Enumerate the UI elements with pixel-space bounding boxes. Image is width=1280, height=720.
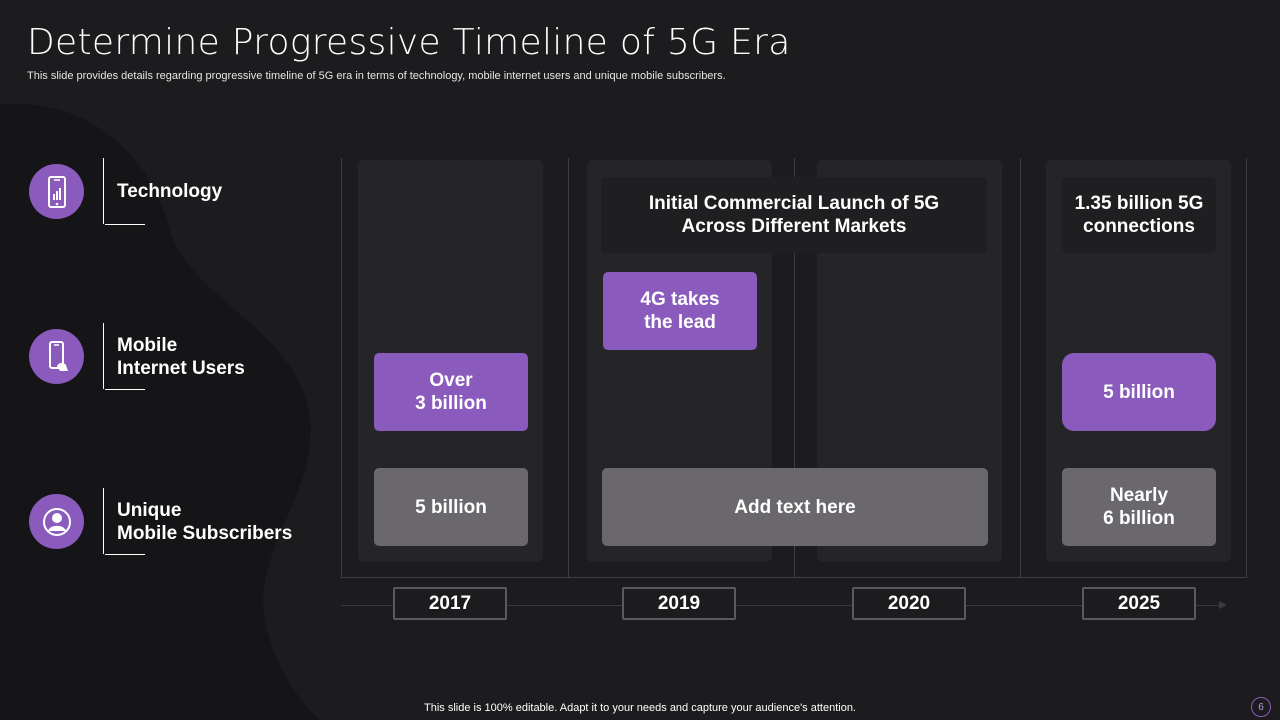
card-text-line: 4G takes: [640, 289, 720, 310]
grid-line: [1246, 158, 1247, 578]
card-text-line: 1.35 billion 5G: [1074, 193, 1204, 214]
arrow-right-icon: [1219, 601, 1227, 609]
row-label-mobile-internet-users: Mobile Internet Users: [117, 334, 245, 380]
year-label-2019: 2019: [622, 587, 736, 620]
year-label-2025: 2025: [1082, 587, 1196, 620]
row-underline: [105, 224, 145, 225]
row-technology: Technology: [28, 158, 328, 238]
card-text-line: Over: [429, 370, 473, 391]
card-subs-2025: Nearly 6 billion: [1062, 468, 1216, 546]
row-divider: [103, 488, 104, 554]
row-label-unique-mobile-subscribers: Unique Mobile Subscribers: [117, 499, 292, 545]
card-text-line: 5 billion: [415, 496, 487, 518]
card-subs-2017: 5 billion: [374, 468, 528, 546]
row-label-line: Mobile: [117, 335, 178, 356]
row-divider: [103, 158, 104, 224]
card-users-2025: 5 billion: [1062, 353, 1216, 431]
footer-note: This slide is 100% editable. Adapt it to…: [424, 702, 856, 714]
card-tech-2025: 1.35 billion 5G connections: [1062, 177, 1216, 253]
card-subs-2019: Add text here: [602, 468, 988, 546]
row-label-line: Unique: [117, 500, 182, 521]
timeline-arrow: [341, 605, 1221, 606]
card-text-line: Nearly: [1109, 485, 1169, 506]
grid-line: [794, 158, 795, 578]
grid-line: [341, 158, 342, 578]
row-label-line: Mobile Subscribers: [117, 523, 293, 544]
grid-line: [568, 158, 569, 578]
mobile-signal-icon: [29, 164, 84, 219]
card-text-line: 6 billion: [1103, 508, 1175, 529]
page-title: Determine Progressive Timeline of 5G Era: [27, 22, 791, 63]
card-users-2017: Over 3 billion: [374, 353, 528, 431]
row-divider: [103, 323, 104, 389]
year-label-2020: 2020: [852, 587, 966, 620]
card-text-line: Add text here: [734, 496, 856, 518]
card-tech-2019: Initial Commercial Launch of 5G Across D…: [601, 177, 987, 253]
row-unique-mobile-subscribers: Unique Mobile Subscribers: [28, 488, 328, 568]
card-text-line: Initial Commercial Launch of 5G: [648, 193, 940, 214]
user-icon: [29, 494, 84, 549]
page-subtitle: This slide provides details regarding pr…: [27, 70, 726, 82]
row-label-technology: Technology: [117, 181, 223, 202]
card-users-2019: 4G takes the lead: [603, 272, 757, 350]
row-underline: [105, 389, 145, 390]
page-number: 6: [1251, 697, 1271, 717]
mobile-hand-icon: [29, 329, 84, 384]
card-text-line: Across Different Markets: [681, 216, 907, 237]
card-text-line: 3 billion: [415, 393, 487, 414]
card-text-line: the lead: [644, 312, 716, 333]
grid-line: [1020, 158, 1021, 578]
year-label-2017: 2017: [393, 587, 507, 620]
grid-baseline: [341, 577, 1247, 578]
card-text-line: connections: [1083, 216, 1195, 237]
row-underline: [105, 554, 145, 555]
row-label-line: Internet Users: [117, 358, 245, 379]
row-mobile-internet-users: Mobile Internet Users: [28, 323, 328, 403]
card-text-line: 5 billion: [1103, 381, 1175, 403]
